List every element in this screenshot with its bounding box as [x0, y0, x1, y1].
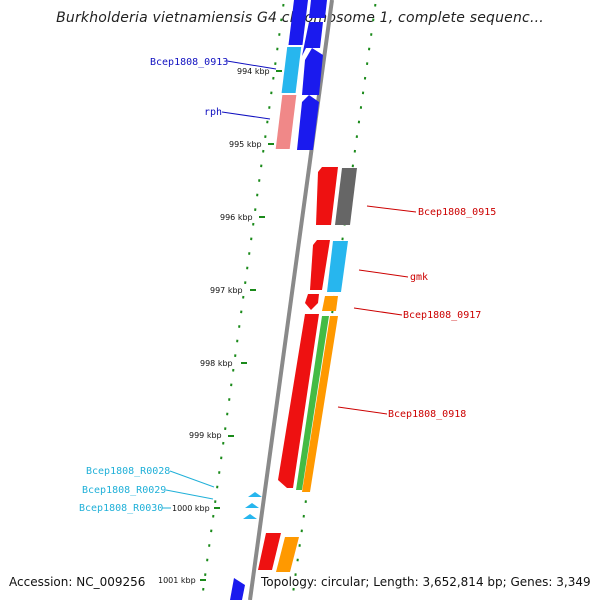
leader-bcep0917	[353, 307, 403, 316]
gene-red-c[interactable]	[305, 294, 319, 310]
leader-bcep0913	[226, 60, 277, 70]
label-bcep0913[interactable]: Bcep1808_0913	[150, 57, 228, 68]
gene-r0030-triangle[interactable]	[243, 514, 257, 519]
chromosome-backbone	[248, 0, 334, 600]
label-rph[interactable]: rph	[204, 107, 222, 118]
gene-bcep0915-gray[interactable]	[335, 168, 357, 225]
kbp-label-1001: 1001 kbp	[158, 576, 196, 585]
left-tick-track	[202, 3, 285, 591]
gene-bcep0917-orange[interactable]	[322, 296, 338, 311]
label-gmk[interactable]: gmk	[410, 272, 428, 283]
gene-bcep0918-orange[interactable]	[302, 316, 338, 492]
leader-gmk	[358, 269, 409, 278]
gene-r0029-triangle[interactable]	[245, 503, 259, 508]
gene-green-long[interactable]	[296, 316, 329, 490]
gene-blue-lower[interactable]	[297, 95, 319, 150]
leader-rph	[221, 111, 271, 120]
leader-bcep0918	[337, 406, 388, 415]
accession-text: Accession: NC_009256	[9, 575, 146, 589]
gene-top-blue-2[interactable]	[302, 22, 323, 56]
kbp-label-996: 996 kbp	[220, 213, 253, 222]
gene-red-long[interactable]	[278, 314, 319, 488]
gene-gmk-cyan[interactable]	[327, 241, 348, 292]
kbp-label-1000: 1000 kbp	[172, 504, 210, 513]
kbp-label-997: 997 kbp	[210, 286, 243, 295]
gene-rph-pink[interactable]	[275, 95, 297, 149]
gene-red-bottom[interactable]	[258, 533, 281, 570]
kbp-label-994: 994 kbp	[237, 67, 270, 76]
label-bcep0915[interactable]: Bcep1808_0915	[418, 207, 496, 218]
kbp-label-995: 995 kbp	[229, 140, 262, 149]
label-bcep0918[interactable]: Bcep1808_0918	[388, 409, 466, 420]
gene-top-blue-1[interactable]	[309, 0, 327, 18]
kbp-label-999: 999 kbp	[189, 431, 222, 440]
gene-red-a[interactable]	[316, 167, 338, 225]
label-r0028[interactable]: Bcep1808_R0028	[86, 466, 170, 477]
label-bcep0917[interactable]: Bcep1808_0917	[403, 310, 481, 321]
label-r0029[interactable]: Bcep1808_R0029	[82, 485, 166, 496]
leader-r0029	[165, 489, 214, 500]
gene-rev-blue-top[interactable]	[288, 0, 308, 45]
leader-bcep0915	[366, 205, 417, 213]
gene-rph-blue[interactable]	[302, 48, 323, 95]
gene-blue-bottom[interactable]	[230, 578, 245, 600]
gene-bcep0913-cyan[interactable]	[281, 47, 302, 93]
topology-stats: Topology: circular; Length: 3,652,814 bp…	[261, 575, 591, 589]
gene-red-b[interactable]	[310, 240, 330, 290]
gene-orange-bottom[interactable]	[276, 537, 299, 572]
kbp-label-998: 998 kbp	[200, 359, 233, 368]
label-r0030[interactable]: Bcep1808_R0030	[79, 503, 163, 514]
gene-r0028-triangle[interactable]	[248, 492, 262, 497]
leader-r0028	[169, 470, 215, 488]
